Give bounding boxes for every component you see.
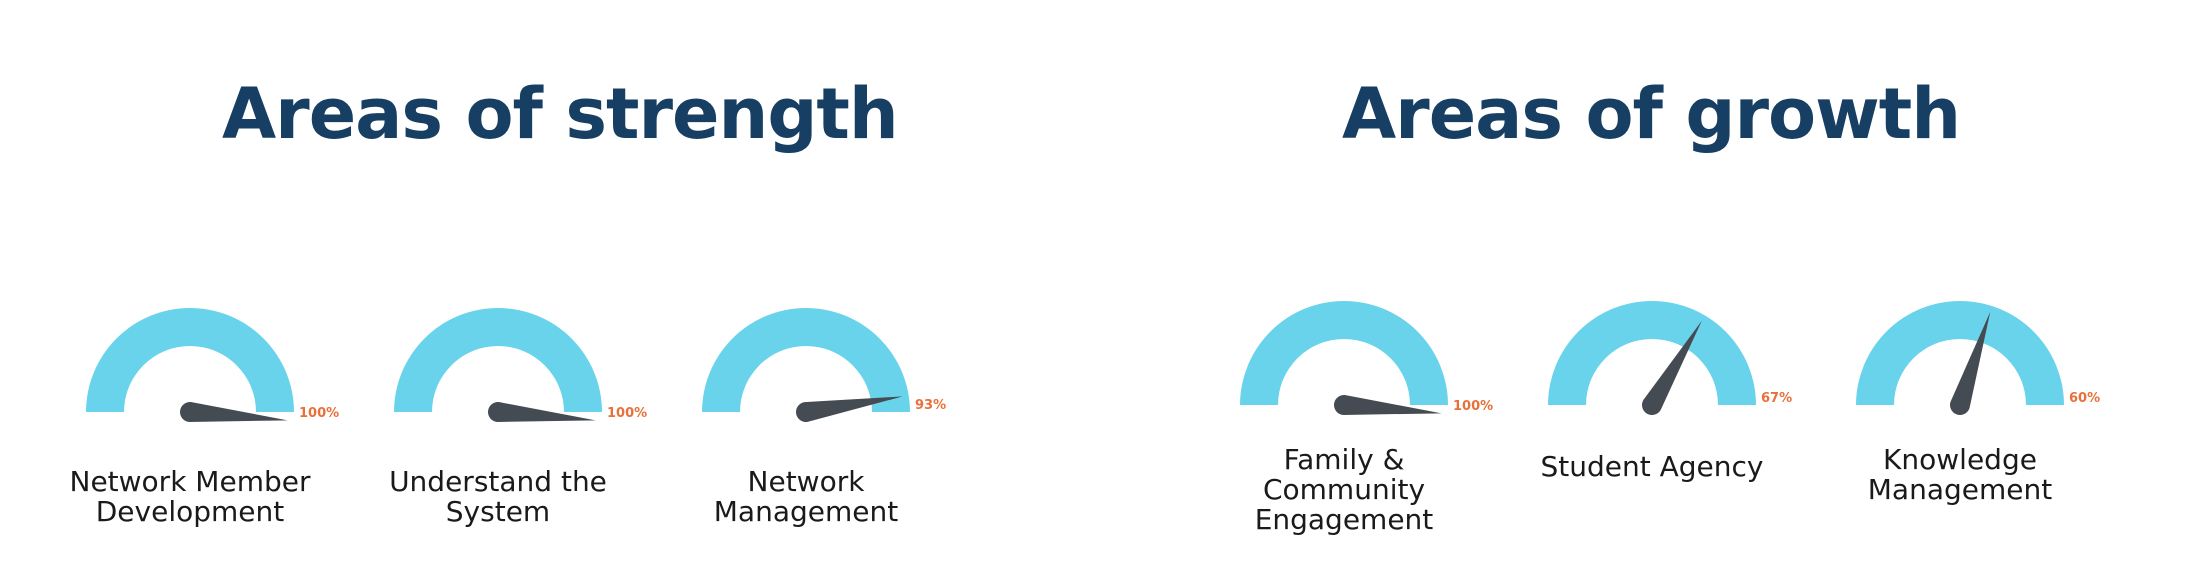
gauge-student-agency: 67% Student Agency — [1522, 295, 1792, 555]
gauge-needle — [488, 402, 596, 422]
gauge-arc — [1856, 301, 2064, 405]
gauge-label: Understand the System — [389, 465, 607, 528]
gauge-dial: 93% — [702, 308, 946, 422]
gauge-dial: 67% — [1548, 301, 1792, 415]
gauge-needle — [180, 402, 288, 422]
gauge-needle — [1950, 311, 1991, 415]
gauge-network-management: 93% Network Management — [676, 302, 946, 562]
gauge-percent: 93% — [915, 398, 946, 413]
gauge-network-member-development: 100% Network Member Development — [60, 302, 339, 562]
growth-title: Areas of growth — [1342, 73, 1961, 155]
gauge-arc — [702, 308, 910, 412]
gauge-knowledge-management: 60% Knowledge Management — [1830, 295, 2100, 555]
gauge-label: Network Management — [713, 465, 899, 528]
gauge-label: Network Member Development — [69, 465, 311, 528]
strength-title: Areas of strength — [222, 73, 899, 155]
gauge-label: Knowledge Management — [1867, 443, 2053, 506]
gauge-arc — [1240, 301, 1448, 405]
gauge-understand-the-system: 100% Understand the System — [368, 302, 647, 562]
gauge-needle — [1642, 320, 1702, 415]
gauge-dial: 100% — [86, 308, 339, 422]
gauge-family-community-engagement: 100% Family & Community Engagement — [1214, 295, 1493, 555]
gauge-percent: 60% — [2069, 391, 2100, 406]
gauge-needle — [1334, 395, 1442, 415]
gauge-dial: 100% — [1240, 301, 1493, 415]
gauge-arc — [1548, 301, 1756, 405]
gauge-percent: 67% — [1761, 391, 1792, 406]
gauge-label: Family & Community Engagement — [1254, 443, 1434, 536]
gauge-percent: 100% — [299, 406, 339, 421]
gauge-needle — [796, 396, 903, 422]
gauge-label: Student Agency — [1540, 450, 1764, 483]
gauge-dial: 60% — [1856, 301, 2100, 415]
gauge-percent: 100% — [607, 406, 647, 421]
gauge-dial: 100% — [394, 308, 647, 422]
gauge-arc — [394, 308, 602, 412]
gauge-percent: 100% — [1453, 399, 1493, 414]
gauge-arc — [86, 308, 294, 412]
